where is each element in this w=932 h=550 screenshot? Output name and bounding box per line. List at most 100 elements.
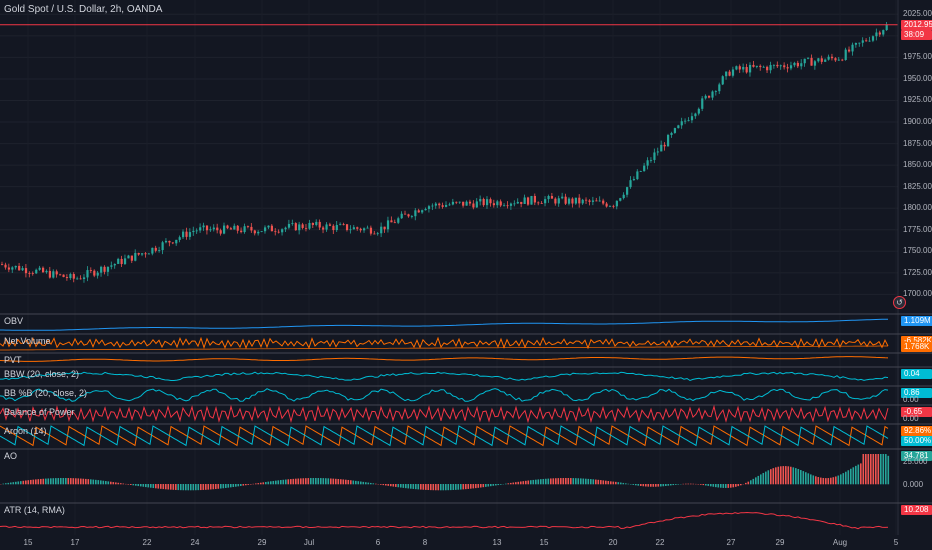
ao-bar — [127, 484, 130, 485]
ao-bar — [795, 468, 797, 485]
ao-bar — [500, 484, 502, 485]
candle-body — [667, 134, 670, 147]
candle-body — [240, 230, 243, 233]
candle-body — [332, 225, 335, 231]
candle-body — [294, 223, 297, 231]
time-axis-label: 20 — [608, 538, 618, 547]
candle-body — [434, 203, 437, 206]
candle-body — [325, 224, 328, 230]
candle-body — [721, 76, 724, 85]
ao-bar — [512, 482, 515, 485]
ao-bar — [352, 480, 355, 485]
ao-bar — [430, 484, 432, 491]
ao-bar — [450, 484, 452, 491]
candle-body — [11, 267, 14, 270]
ao-bar — [575, 478, 577, 485]
current-price-badge: 2012.954 — [901, 19, 932, 30]
time-axis-label: 8 — [422, 538, 428, 547]
candle-body — [72, 274, 75, 279]
candle-body — [854, 43, 858, 45]
ao-bar — [627, 483, 630, 485]
candle-body — [373, 233, 376, 235]
candle-body — [626, 187, 629, 195]
ao-bar — [45, 478, 47, 485]
ao-bar — [767, 470, 770, 485]
ao-bar — [602, 480, 605, 485]
ao-bar — [727, 484, 730, 488]
candle-body — [48, 270, 52, 278]
ao-bar — [837, 475, 840, 485]
indicator-value-badge: 10.208 — [901, 505, 932, 515]
indicator-label[interactable]: AO — [4, 451, 18, 461]
ao-bar — [365, 482, 367, 485]
candle-body — [390, 220, 393, 223]
candle-body — [837, 59, 840, 61]
ao-bar — [555, 478, 557, 485]
candle-body — [653, 152, 656, 160]
candle-body — [141, 253, 144, 255]
ao-bar — [240, 484, 242, 486]
ao-bar — [572, 478, 575, 485]
ao-bar — [145, 484, 147, 488]
candle-body — [714, 91, 718, 92]
candle-body — [875, 32, 878, 37]
candle-body — [14, 265, 17, 268]
ao-bar — [142, 484, 145, 487]
candle-body — [366, 227, 369, 229]
indicator-label[interactable]: Balance of Power — [4, 407, 75, 417]
ao-bar — [327, 478, 330, 485]
ao-bar — [720, 484, 722, 488]
candle-body — [608, 205, 612, 207]
ao-bar — [367, 482, 370, 485]
candle-body — [834, 58, 837, 61]
candle-body — [342, 224, 345, 226]
ao-bar — [420, 484, 422, 490]
ao-bar — [242, 484, 245, 486]
ao-bar — [845, 471, 847, 485]
candle-body — [89, 270, 92, 271]
ao-bar — [737, 484, 740, 487]
ao-bar — [462, 484, 465, 490]
indicator-label[interactable]: BB %B (20, close, 2) — [4, 388, 88, 398]
candle-body — [725, 71, 728, 77]
scale-reset-button[interactable]: ↺ — [893, 296, 906, 309]
candle-body — [233, 225, 236, 230]
ao-bar — [535, 479, 537, 485]
candle-body — [499, 201, 502, 206]
candle-body — [830, 56, 834, 59]
candle-body — [445, 204, 448, 207]
ao-bar — [297, 478, 300, 485]
ao-bar — [520, 481, 522, 485]
indicator-label[interactable]: Aroon (14) — [4, 426, 47, 436]
ao-bar — [212, 484, 215, 490]
ao-bar — [405, 484, 407, 489]
ao-bar — [82, 478, 85, 485]
ao-bar — [385, 484, 387, 486]
time-axis-label: 17 — [70, 538, 80, 547]
candle-body — [475, 201, 478, 208]
ao-bar — [817, 477, 820, 485]
indicator-label[interactable]: BBW (20, close, 2) — [4, 369, 80, 379]
indicator-label[interactable]: Net Volume — [4, 336, 51, 346]
ao-bar — [447, 484, 450, 491]
time-axis-label: Jul — [303, 538, 315, 547]
indicator-tick-label: 0.000 — [903, 480, 924, 489]
candle-body — [100, 266, 103, 273]
candle-body — [76, 278, 79, 280]
candle-body — [858, 42, 861, 44]
ao-bar — [647, 484, 650, 487]
indicator-label[interactable]: OBV — [4, 316, 24, 326]
indicator-label[interactable]: ATR (14, RMA) — [4, 505, 65, 515]
ao-bar — [540, 479, 542, 485]
ao-bar — [87, 479, 90, 485]
ao-bar — [147, 484, 150, 488]
indicator-label[interactable]: PVT — [4, 355, 22, 365]
candle-body — [482, 198, 485, 206]
ao-bar — [67, 478, 70, 485]
ao-bar — [882, 454, 885, 485]
ao-bar — [375, 483, 377, 485]
ao-bar — [482, 484, 485, 488]
ao-bar — [412, 484, 415, 489]
ao-bar — [380, 484, 382, 485]
